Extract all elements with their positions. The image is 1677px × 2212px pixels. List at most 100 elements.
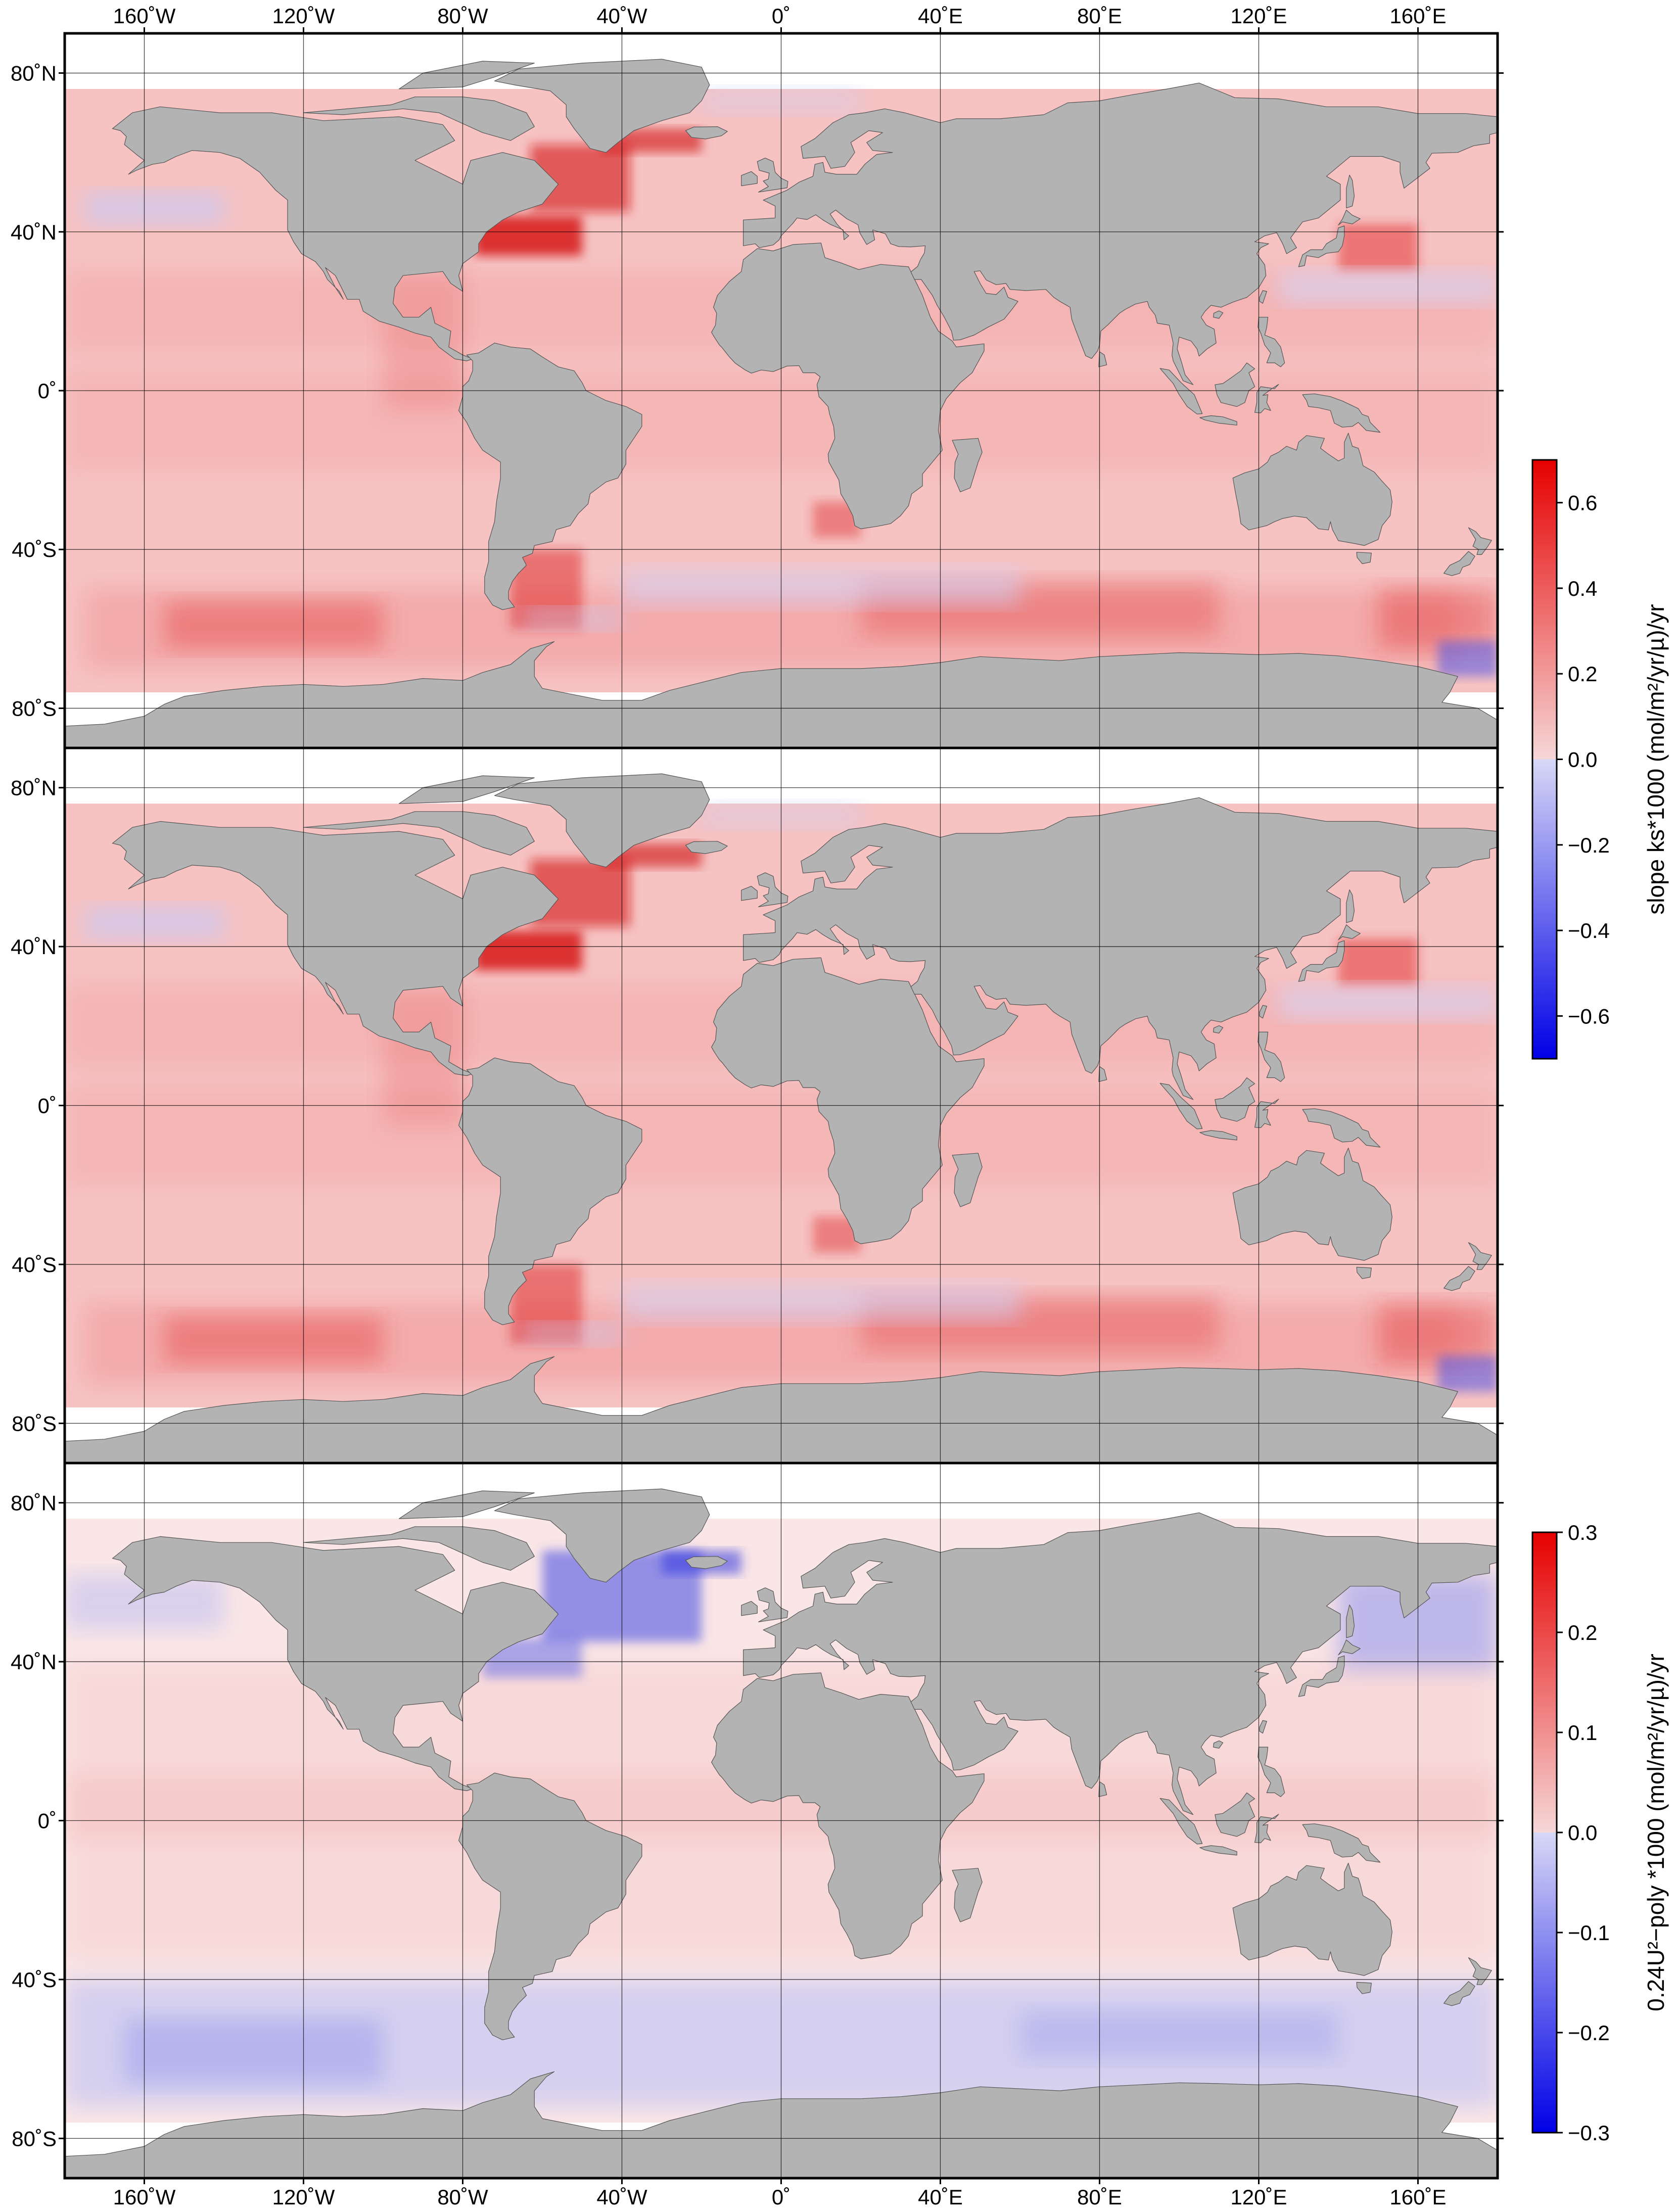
latitude-axis-bottom-panel: 80˚N 40˚N 0˚ 40˚S 80˚S xyxy=(11,1491,57,2151)
colorbar-lower-ticks: 0.3 0.2 0.1 0.0 −0.1 −0.2 −0.3 xyxy=(1568,1521,1610,2145)
land-borneo xyxy=(1215,362,1255,407)
land-hainan xyxy=(1213,1025,1224,1033)
land-nz-south xyxy=(1443,1981,1475,2006)
colorbar-tick-label: −0.1 xyxy=(1568,1921,1610,1945)
map-panel-bottom xyxy=(59,1462,1504,2180)
lon-tick-label: 120˚E xyxy=(1230,2185,1287,2209)
map-panel-middle xyxy=(59,746,1504,1465)
field-anomaly xyxy=(84,192,224,224)
field-anomaly xyxy=(1437,1355,1498,1392)
land-sakhalin xyxy=(1346,174,1355,209)
field-anomaly xyxy=(1338,224,1418,272)
colorbar-upper-ticks: 0.6 0.4 0.2 0.0 −0.2 −0.4 −0.6 xyxy=(1568,491,1610,1028)
colorbar-tick-label: 0.2 xyxy=(1568,1621,1597,1644)
land-britain xyxy=(757,1587,788,1622)
colorbar-lower-label: 0.24U²−poly *1000 (mol/m²/yr/µ)/yr xyxy=(1643,1654,1669,2011)
panel-content xyxy=(65,748,1498,1463)
colorbar-tick-label: −0.3 xyxy=(1568,2121,1610,2145)
land-hainan xyxy=(1213,1740,1224,1749)
land-australia xyxy=(1232,433,1392,546)
field-anomaly xyxy=(622,569,1020,605)
land-africa xyxy=(711,1672,985,1959)
land-south-america xyxy=(458,1057,642,1325)
land-new-guinea xyxy=(1302,393,1381,433)
lon-tick-label: 80˚E xyxy=(1077,2185,1122,2209)
lat-tick-label: 40˚N xyxy=(11,1650,57,1674)
land-madagascar xyxy=(952,438,983,492)
lon-tick-label: 0˚ xyxy=(772,2185,790,2209)
lat-tick-label: 80˚N xyxy=(11,1491,57,1515)
lon-tick-label: 40˚W xyxy=(596,2185,647,2209)
land-madagascar xyxy=(952,1153,983,1207)
panel-content xyxy=(65,33,1498,748)
lat-tick-label: 80˚N xyxy=(11,776,57,800)
colorbar-tick-label: 0.2 xyxy=(1568,662,1597,686)
land-australia xyxy=(1232,1148,1392,1261)
field-anomaly xyxy=(522,1324,622,1344)
field-anomaly xyxy=(1378,1304,1498,1364)
land-eurasia xyxy=(743,82,1498,385)
lat-tick-label: 80˚N xyxy=(11,62,57,85)
field-anomaly xyxy=(622,1284,1020,1320)
land-nz-north xyxy=(1468,1957,1492,1985)
lat-tick-label: 0˚ xyxy=(38,1094,57,1118)
land-eurasia xyxy=(743,1512,1498,1815)
field-anomaly xyxy=(1437,640,1498,677)
land-britain xyxy=(757,158,788,193)
field-anomaly xyxy=(1278,986,1498,1018)
colorbar-lower: 0.3 0.2 0.1 0.0 −0.1 −0.2 −0.3 0.24U²−po… xyxy=(1531,1521,1669,2145)
land-borneo xyxy=(1215,1792,1255,1837)
land-hokkaido xyxy=(1338,210,1361,225)
longitude-axis-top: 160˚W 120˚W 80˚W 40˚W 0˚ 40˚E 80˚E 120˚E… xyxy=(113,4,1447,28)
lat-tick-label: 0˚ xyxy=(38,1809,57,1833)
colorbar-tick-label: 0.3 xyxy=(1568,1521,1597,1544)
lon-tick-label: 160˚W xyxy=(113,4,176,28)
graticule xyxy=(65,748,1498,1463)
lon-tick-label: 160˚E xyxy=(1389,2185,1446,2209)
land-madagascar xyxy=(952,1868,983,1922)
land-new-guinea xyxy=(1302,1108,1381,1148)
lat-tick-label: 40˚N xyxy=(11,220,57,244)
land-arctic-islands xyxy=(303,811,535,856)
land-japan xyxy=(1298,225,1345,267)
field-anomaly xyxy=(164,601,383,649)
lat-tick-label: 40˚N xyxy=(11,935,57,959)
land-ireland xyxy=(741,1601,758,1616)
land-greenland xyxy=(494,1488,710,1583)
land-africa xyxy=(711,957,985,1244)
land-taiwan xyxy=(1259,1005,1267,1019)
land-tasmania xyxy=(1356,552,1372,564)
land-tasmania xyxy=(1356,1982,1372,1994)
field-anomaly xyxy=(84,907,224,939)
land-britain xyxy=(757,872,788,907)
lat-tick-label: 80˚S xyxy=(12,2127,57,2150)
land-sumatra xyxy=(1159,1798,1203,1845)
longitude-axis-bottom: 160˚W 120˚W 80˚W 40˚W 0˚ 40˚E 80˚E 120˚E… xyxy=(113,2185,1447,2209)
colorbar-tick-label: 0.0 xyxy=(1568,748,1597,772)
land-philippines xyxy=(1257,1031,1285,1082)
lon-tick-marks xyxy=(144,27,1419,2184)
land-sulawesi xyxy=(1254,384,1279,413)
colorbar-upper: 0.6 0.4 0.2 0.0 −0.2 −0.4 −0.6 slope ks*… xyxy=(1531,459,1669,1060)
lon-tick-label: 120˚E xyxy=(1230,4,1287,28)
lat-tick-label: 0˚ xyxy=(38,379,57,403)
land-sumatra xyxy=(1159,1083,1203,1129)
land-new-guinea xyxy=(1302,1823,1381,1863)
map-panel-top xyxy=(59,32,1504,749)
land-ireland xyxy=(741,171,758,186)
land-iceland xyxy=(685,841,728,854)
field-anomaly xyxy=(124,2019,383,2083)
lat-tick-label: 40˚S xyxy=(12,538,57,561)
land-sumatra xyxy=(1159,368,1203,414)
colorbar-tick-label: −0.2 xyxy=(1568,833,1610,857)
land-south-america xyxy=(458,1772,642,2040)
land-borneo xyxy=(1215,1077,1255,1122)
lat-tick-label: 40˚S xyxy=(12,1253,57,1277)
lon-tick-label: 80˚W xyxy=(437,4,488,28)
lon-tick-label: 40˚E xyxy=(918,4,963,28)
land-africa xyxy=(711,243,985,529)
land-iceland xyxy=(685,126,728,139)
colorbar-tick-label: 0.1 xyxy=(1568,1721,1597,1745)
field-anomaly xyxy=(1278,271,1498,304)
